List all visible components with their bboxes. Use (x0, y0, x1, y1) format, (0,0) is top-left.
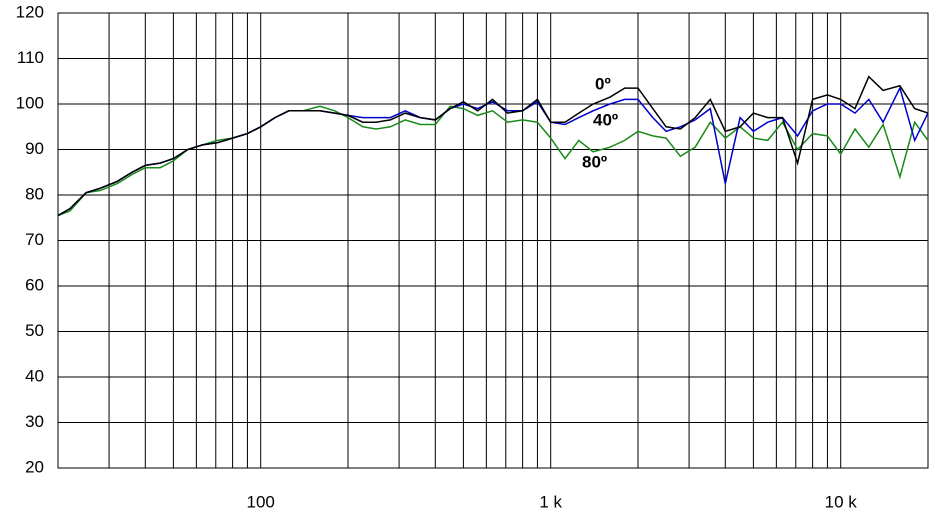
y-tick-label: 80 (25, 184, 44, 203)
y-tick-label: 110 (17, 48, 44, 67)
y-tick-label: 20 (25, 457, 44, 476)
y-tick-label: 90 (25, 139, 44, 158)
x-tick-label: 100 (247, 492, 275, 511)
y-tick-label: 50 (25, 321, 44, 340)
y-tick-label: 40 (25, 366, 44, 385)
y-tick-label: 30 (25, 412, 44, 431)
series-label: 80º (582, 152, 607, 171)
series-label: 40º (593, 110, 618, 129)
y-tick-label: 120 (16, 2, 44, 21)
y-tick-label: 60 (25, 275, 44, 294)
x-tick-label: 10 k (825, 492, 858, 511)
series-label: 0º (595, 74, 611, 93)
y-tick-label: 100 (16, 93, 44, 112)
series-line (57, 86, 929, 217)
plot-frame (57, 12, 929, 469)
x-tick-label: 1 k (539, 492, 562, 511)
series-line (57, 75, 929, 217)
y-tick-label: 70 (25, 230, 44, 249)
